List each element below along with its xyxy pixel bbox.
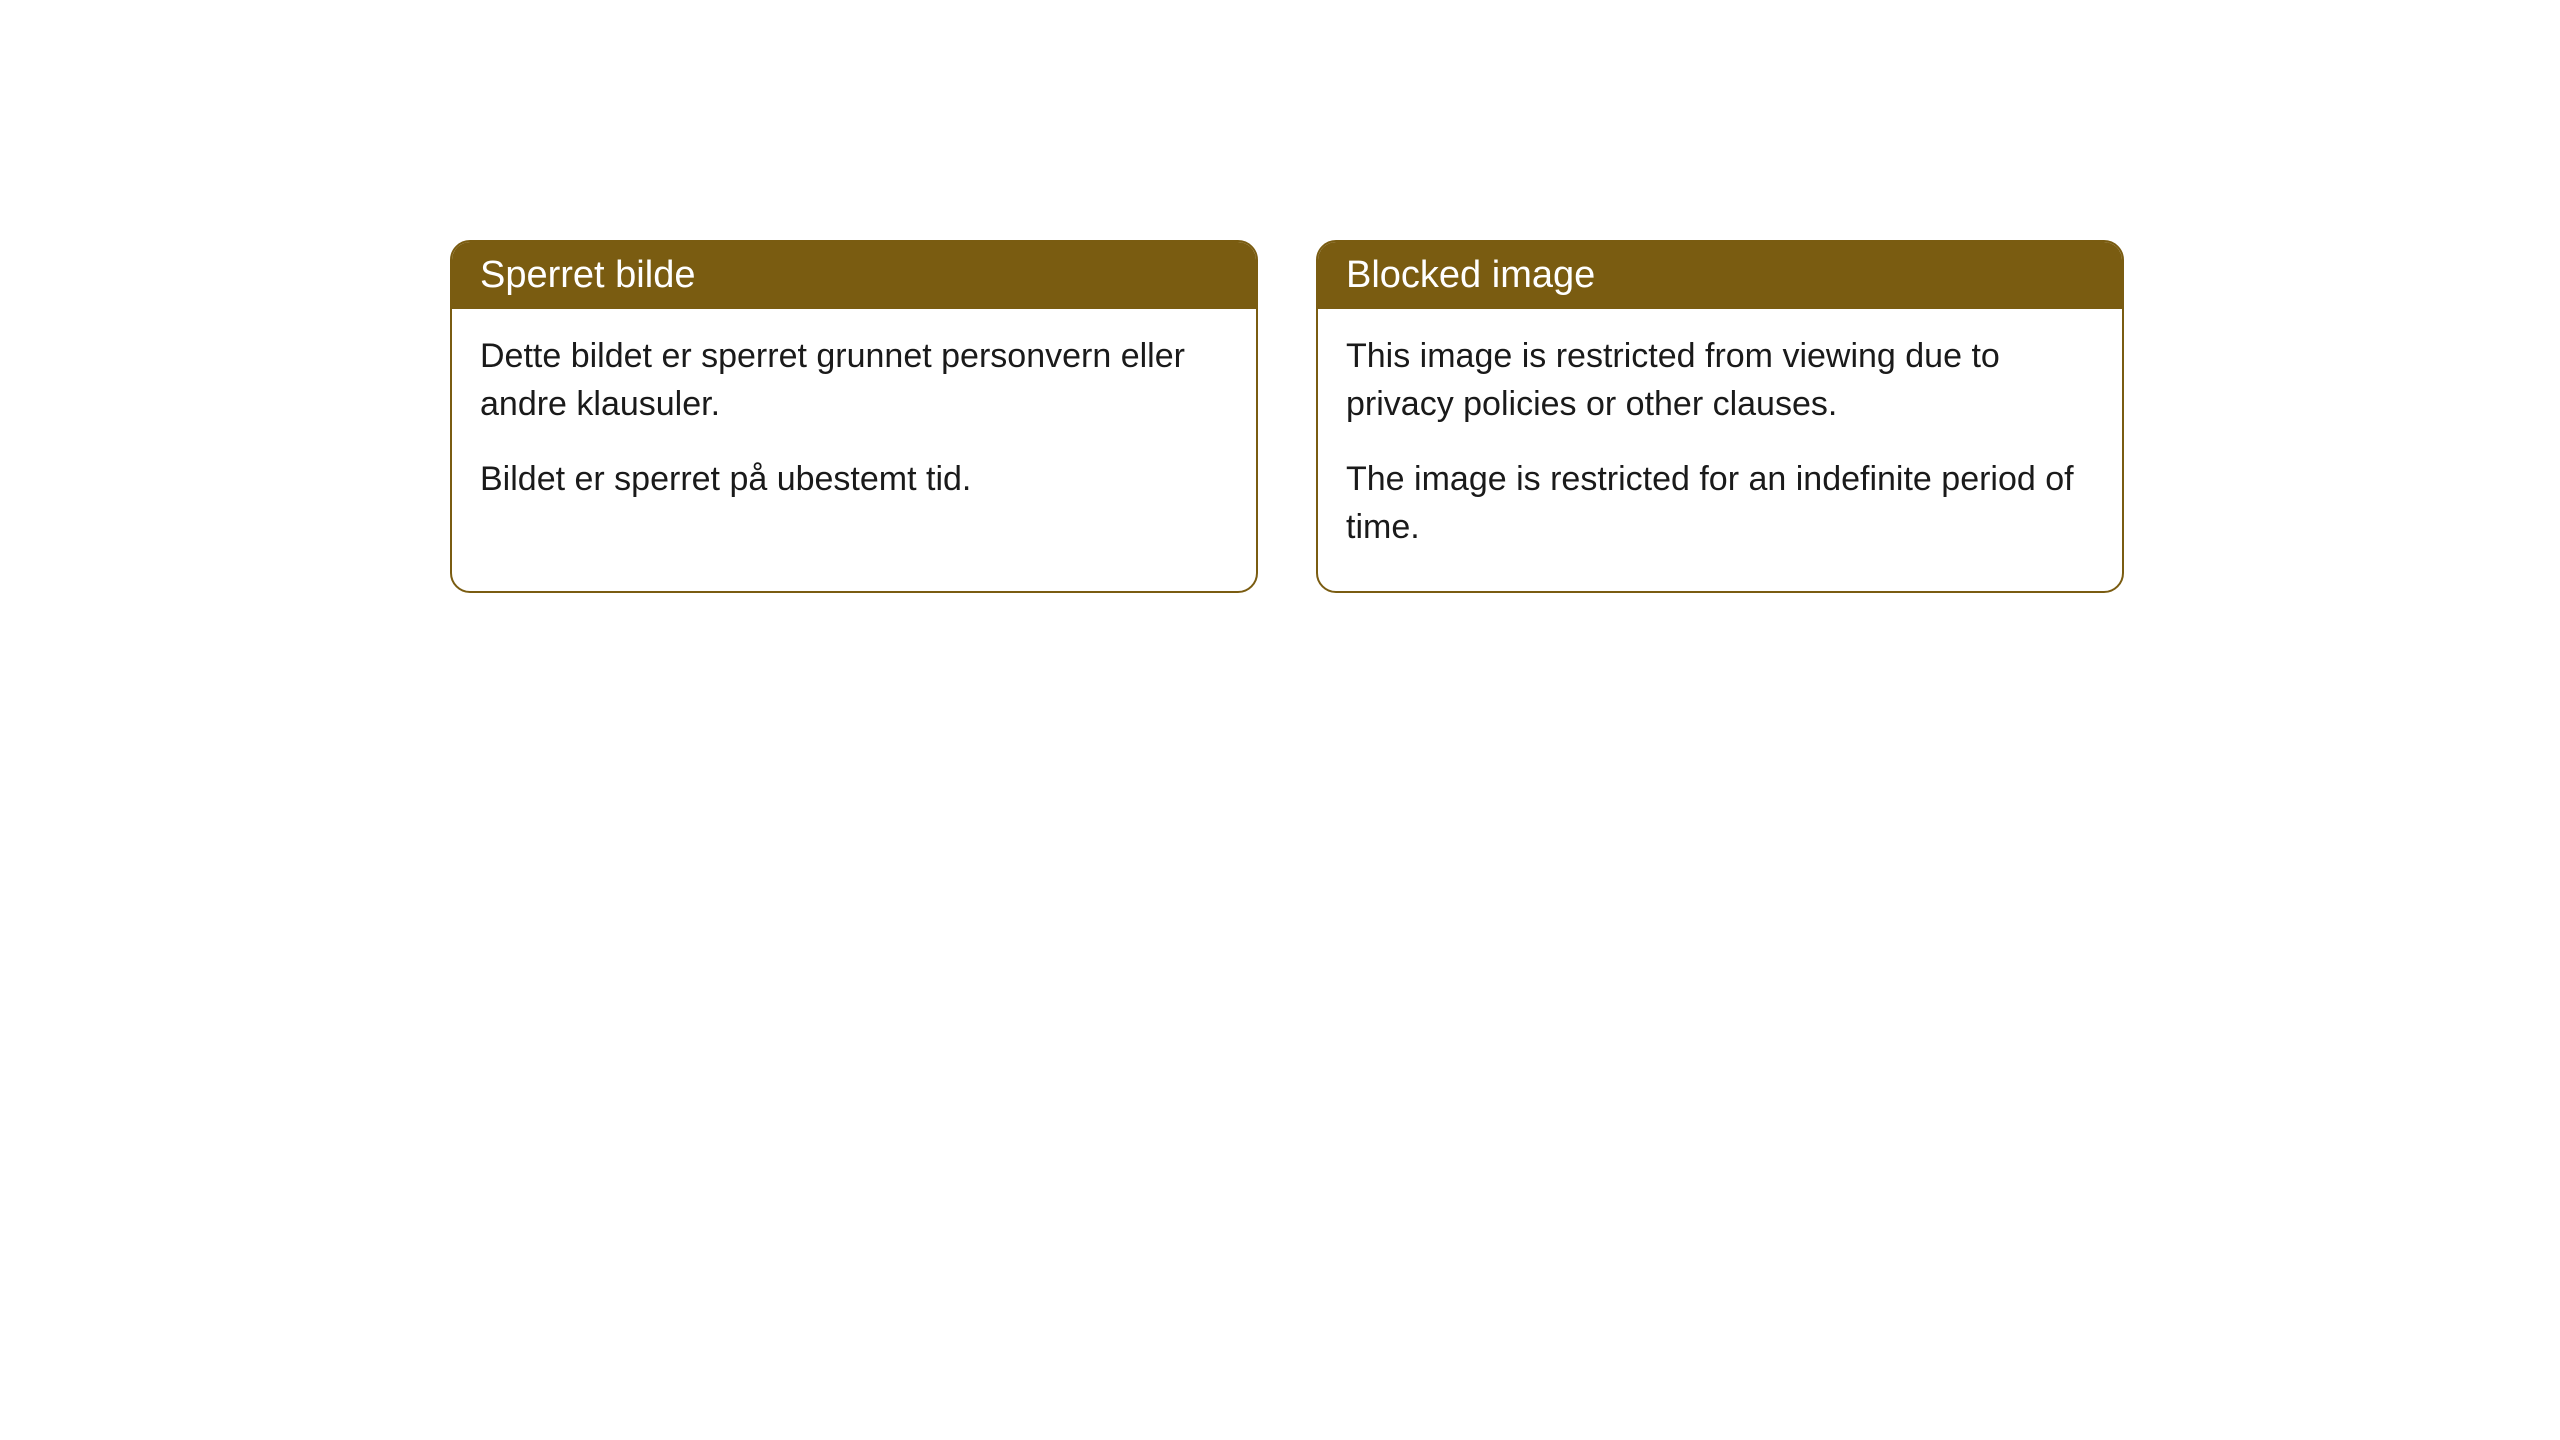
notice-cards-container: Sperret bilde Dette bildet er sperret gr…	[450, 240, 2124, 593]
card-header-english: Blocked image	[1318, 242, 2122, 309]
card-body-english: This image is restricted from viewing du…	[1318, 309, 2122, 591]
card-paragraph-2: The image is restricted for an indefinit…	[1346, 456, 2094, 551]
card-paragraph-1: This image is restricted from viewing du…	[1346, 333, 2094, 428]
card-title: Blocked image	[1346, 254, 1595, 296]
card-body-norwegian: Dette bildet er sperret grunnet personve…	[452, 309, 1256, 544]
blocked-image-card-norwegian: Sperret bilde Dette bildet er sperret gr…	[450, 240, 1258, 593]
card-header-norwegian: Sperret bilde	[452, 242, 1256, 309]
blocked-image-card-english: Blocked image This image is restricted f…	[1316, 240, 2124, 593]
card-paragraph-1: Dette bildet er sperret grunnet personve…	[480, 333, 1228, 428]
card-paragraph-2: Bildet er sperret på ubestemt tid.	[480, 456, 1228, 504]
card-title: Sperret bilde	[480, 254, 695, 296]
